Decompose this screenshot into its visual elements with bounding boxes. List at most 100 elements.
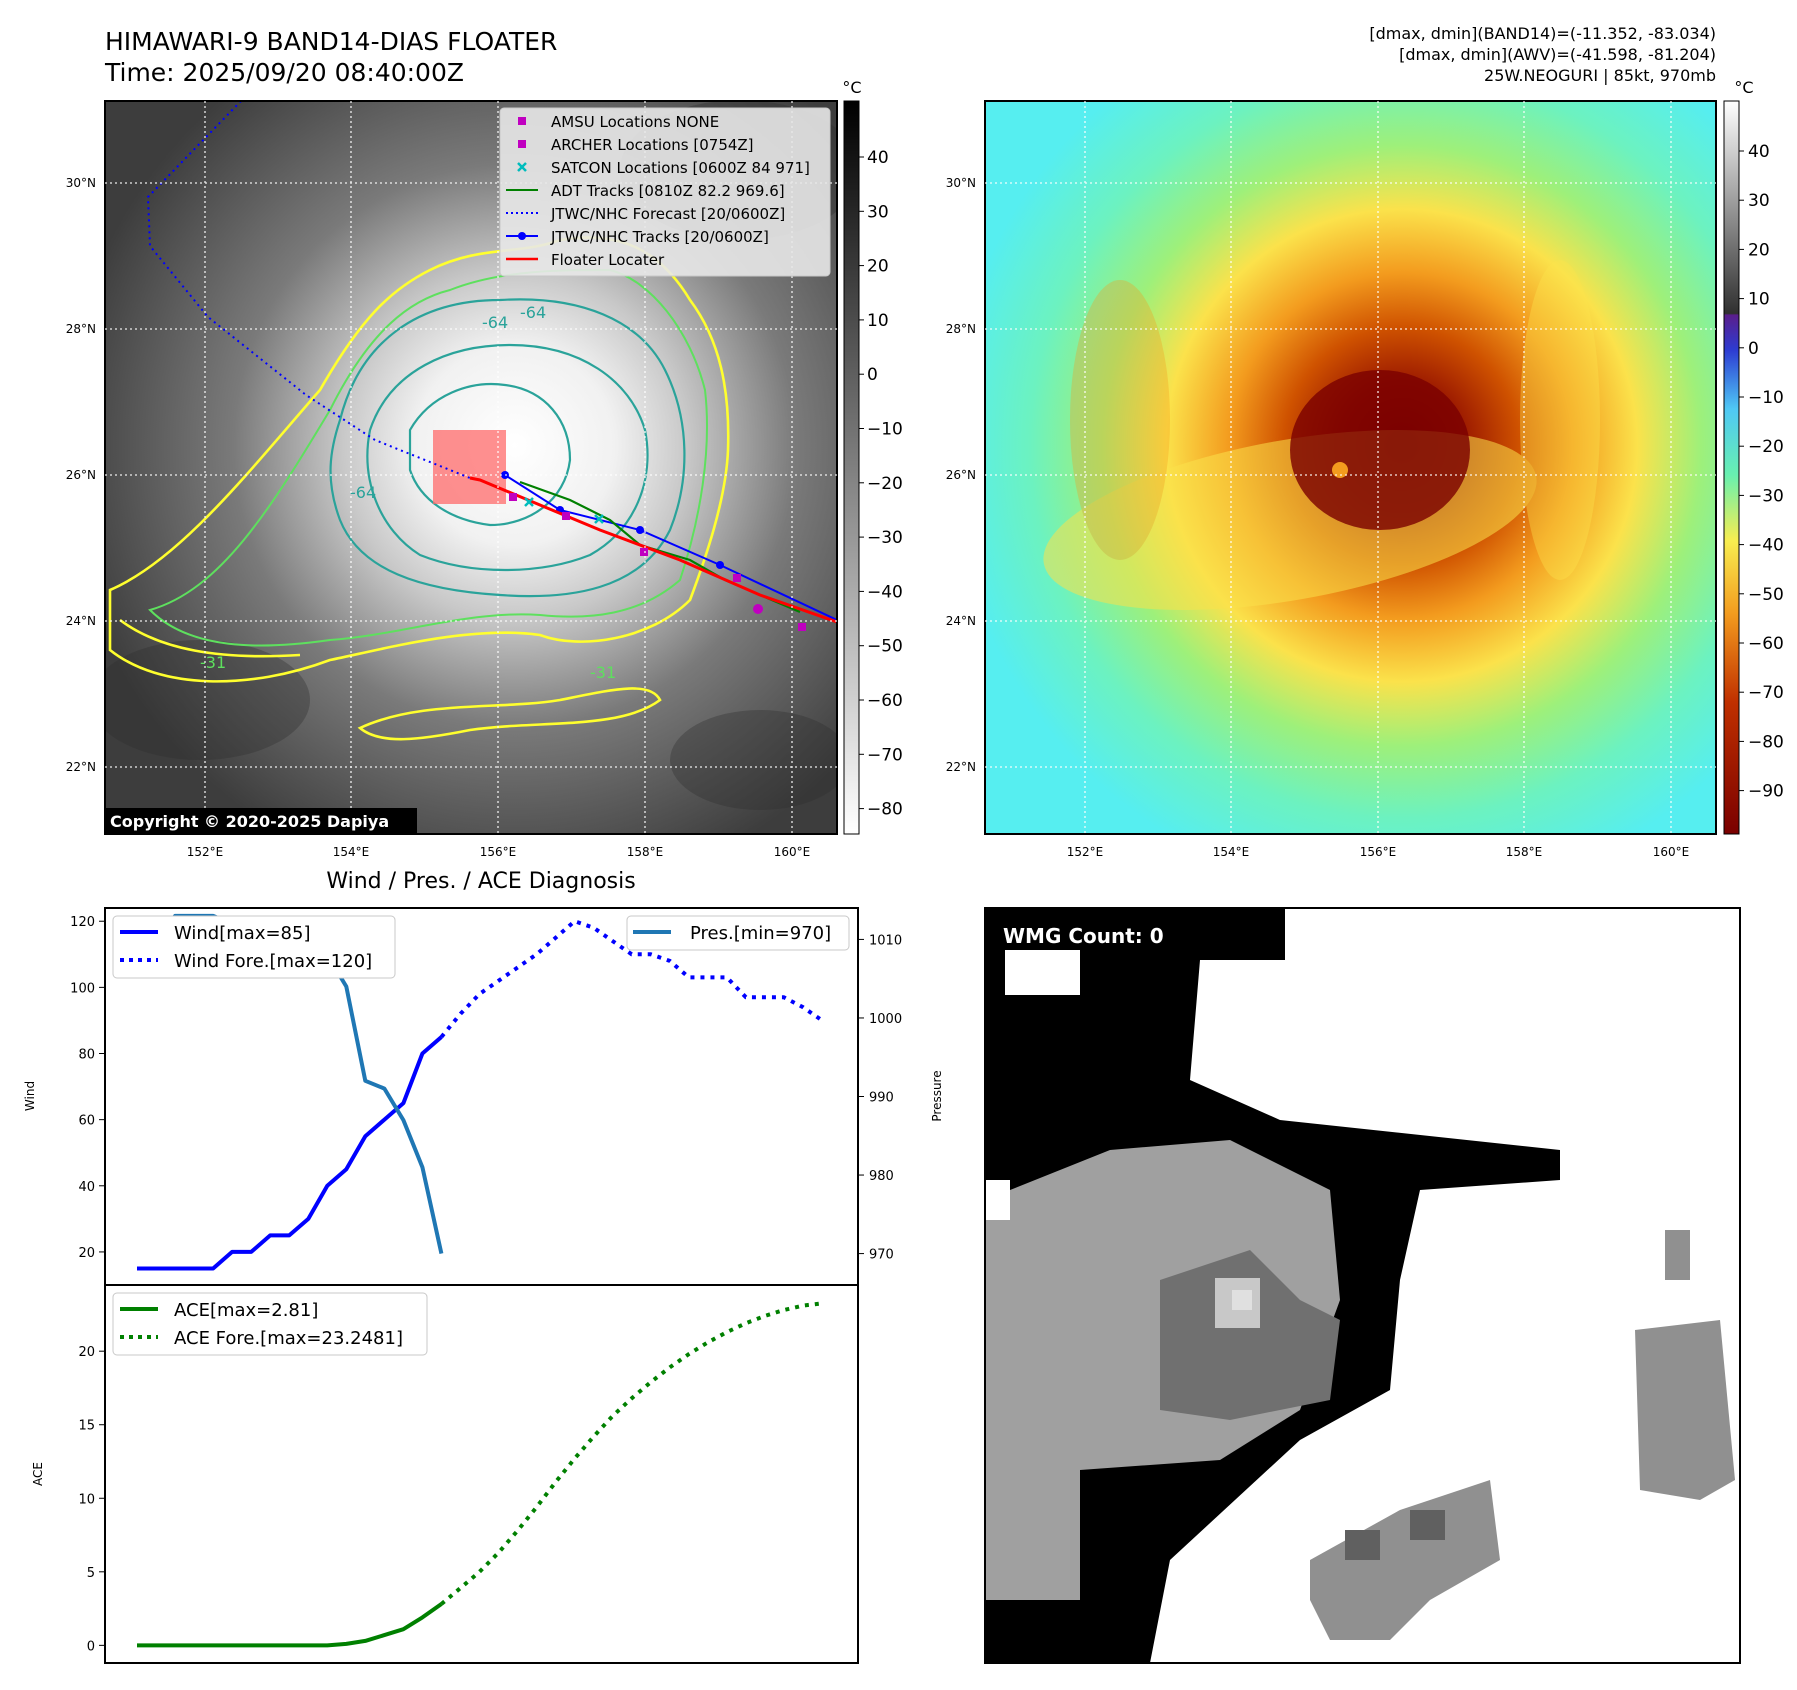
contour-label: -64 xyxy=(350,483,376,502)
map1-lon-tick: 154°E xyxy=(333,845,370,859)
map1-frame xyxy=(104,100,838,835)
map2-lat-tick: 26°N xyxy=(946,468,976,482)
legend-adt-label: ADT Tracks [0810Z 82.2 969.6] xyxy=(551,182,785,200)
ace-tick: 20 xyxy=(78,1345,95,1360)
colorbar-color-unit: °C xyxy=(1734,78,1753,97)
map1-lat-tick: 22°N xyxy=(66,760,96,774)
wmg-frame xyxy=(984,907,1741,1664)
colorbar-color-tick: −10 xyxy=(1748,388,1784,408)
ace-tick: 0 xyxy=(87,1639,95,1654)
copyright-text: Copyright © 2020-2025 Dapiya xyxy=(110,812,389,831)
legend-wind-label: Wind[max=85] xyxy=(174,923,311,944)
map2-lon-tick: 160°E xyxy=(1653,845,1690,859)
colorbar-color xyxy=(1723,100,1740,835)
legend-jtwc-track-label: JTWC/NHC Tracks [20/0600Z] xyxy=(550,228,769,246)
map2-lon-tick: 152°E xyxy=(1067,845,1104,859)
pressure-ylabel: Pressure xyxy=(930,1070,944,1121)
colorbar-gray-tick: −30 xyxy=(867,528,903,548)
colorbar-color-tick: −70 xyxy=(1748,683,1784,703)
colorbar-color-tick: 10 xyxy=(1748,290,1770,310)
wmg-count-label: WMG Count: 0 xyxy=(1003,924,1164,948)
colorbar-color-tick: −50 xyxy=(1748,585,1784,605)
figure-title-line2: Time: 2025/09/20 08:40:00Z xyxy=(104,58,464,87)
map1-legend: AMSU Locations NONE ARCHER Locations [07… xyxy=(499,107,831,277)
map1-lon-tick: 160°E xyxy=(774,845,811,859)
map2-lat-tick: 22°N xyxy=(946,760,976,774)
colorbar-tick-labels: 40 30 20 10 0 −10 −20 −30 −40 −50 −60 −70 −80 40 30 20 1… xyxy=(859,142,1784,820)
map2-lat-tick: 28°N xyxy=(946,322,976,336)
floater-locater-track xyxy=(469,476,837,624)
colorbar-gray-unit: °C xyxy=(842,78,861,97)
ace-plot xyxy=(137,1301,823,1648)
colorbar-gray-tick: −20 xyxy=(867,474,903,494)
ace-series-1 xyxy=(440,1301,823,1606)
ace-legend: ACE[max=2.81] ACE Fore.[max=23.2481] xyxy=(112,1292,428,1356)
pressure-tick: 980 xyxy=(869,1169,894,1184)
map1-lat-tick: 28°N xyxy=(66,322,96,336)
contour-label: -31 xyxy=(200,653,226,672)
floater-locater-box xyxy=(433,430,506,504)
ace-tick: 15 xyxy=(78,1419,95,1434)
map1-lon-tick: 156°E xyxy=(480,845,517,859)
colorbar-gray-tick: −80 xyxy=(867,800,903,820)
map1-lat-tick: 30°N xyxy=(66,176,96,190)
legend-amsu-label: AMSU Locations NONE xyxy=(551,113,719,131)
wind-tick: 80 xyxy=(78,1048,95,1063)
pressure-tick: 1000 xyxy=(869,1012,902,1027)
archer-locations xyxy=(509,493,806,631)
colorbar-color-tick: −80 xyxy=(1748,732,1784,752)
info-line2: [dmax, dmin](AWV)=(-41.598, -81.204) xyxy=(1399,45,1716,64)
colorbar-gray-tick: 20 xyxy=(867,257,889,277)
legend-satcon-swatch xyxy=(517,162,527,172)
contour-label: -31 xyxy=(590,663,616,682)
map2-frame xyxy=(984,100,1717,835)
legend-archer-swatch xyxy=(518,140,526,148)
map2-lon-tick: 156°E xyxy=(1360,845,1397,859)
map1-lat-tick: 26°N xyxy=(66,468,96,482)
legend-satcon-label: SATCON Locations [0600Z 84 971] xyxy=(551,159,810,177)
ace-series-0 xyxy=(137,1602,443,1648)
wind-tick: 100 xyxy=(70,981,95,996)
legend-floater-label: Floater Locater xyxy=(551,251,665,269)
legend-jtwc-forecast-label: JTWC/NHC Forecast [20/0600Z] xyxy=(550,205,785,223)
colorbar-gray-tick: −50 xyxy=(867,637,903,657)
legend-wind-fore-label: Wind Fore.[max=120] xyxy=(174,951,372,972)
map1-lon-tick: 158°E xyxy=(627,845,664,859)
legend-ace-label: ACE[max=2.81] xyxy=(174,1300,318,1321)
jtwc-forecast-track xyxy=(146,101,471,479)
map-tick-labels: 152°E 152°E 154°E 154°E 156°E 156°E 158°E 158°E… xyxy=(66,176,1690,859)
pressure-tick: 1010 xyxy=(869,933,902,948)
info-line3: 25W.NEOGURI | 85kt, 970mb xyxy=(1484,66,1716,85)
colorbar-color-tick: −90 xyxy=(1748,782,1784,802)
wmg-panel xyxy=(985,908,1740,1663)
map1-lon-tick: 152°E xyxy=(187,845,224,859)
wind-tick: 20 xyxy=(78,1246,95,1261)
colorbar-gray-tick: −70 xyxy=(867,745,903,765)
colorbar-gray xyxy=(843,100,860,835)
colorbar-color-tick: −30 xyxy=(1748,486,1784,506)
wind-series-1 xyxy=(439,919,824,1039)
pressure-tick: 990 xyxy=(869,1091,894,1106)
colorbar-color-tick: −40 xyxy=(1748,536,1784,556)
wind-tick: 60 xyxy=(78,1114,95,1129)
diag-axis-ticks: 20 40 60 80 100 120 970 980 990 1000 1010 0 5 10 15 20 xyxy=(70,915,902,1654)
colorbar-gray-tick: −40 xyxy=(867,582,903,602)
colorbar-gray-tick: 40 xyxy=(867,148,889,168)
colorbar-color-tick: 40 xyxy=(1748,142,1770,162)
map2-lon-tick: 158°E xyxy=(1506,845,1543,859)
colorbar-gray-tick: −10 xyxy=(867,420,903,440)
legend-pres-label: Pres.[min=970] xyxy=(690,923,831,944)
diag-title: Wind / Pres. / ACE Diagnosis xyxy=(326,869,635,894)
wind-ylabel: Wind xyxy=(23,1081,37,1111)
colorbar-gray-tick: −60 xyxy=(867,691,903,711)
colorbar-color-tick: 20 xyxy=(1748,240,1770,260)
colorbar-color-tick: 0 xyxy=(1748,339,1759,359)
colorbar-gray-tick: 10 xyxy=(867,311,889,331)
map2-lon-tick: 154°E xyxy=(1213,845,1250,859)
satcon-locations xyxy=(524,497,604,524)
contour-label: -64 xyxy=(520,303,546,322)
pressure-legend: Pres.[min=970] xyxy=(626,915,850,951)
map1-lat-tick: 24°N xyxy=(66,614,96,628)
map2-lat-tick: 30°N xyxy=(946,176,976,190)
